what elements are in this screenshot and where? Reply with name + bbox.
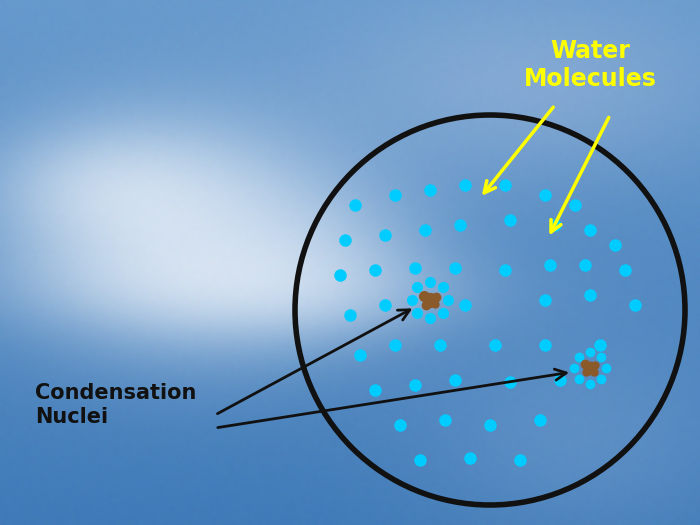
- Text: Water
Molecules: Water Molecules: [524, 39, 657, 91]
- Text: Condensation
Nuclei: Condensation Nuclei: [35, 383, 197, 427]
